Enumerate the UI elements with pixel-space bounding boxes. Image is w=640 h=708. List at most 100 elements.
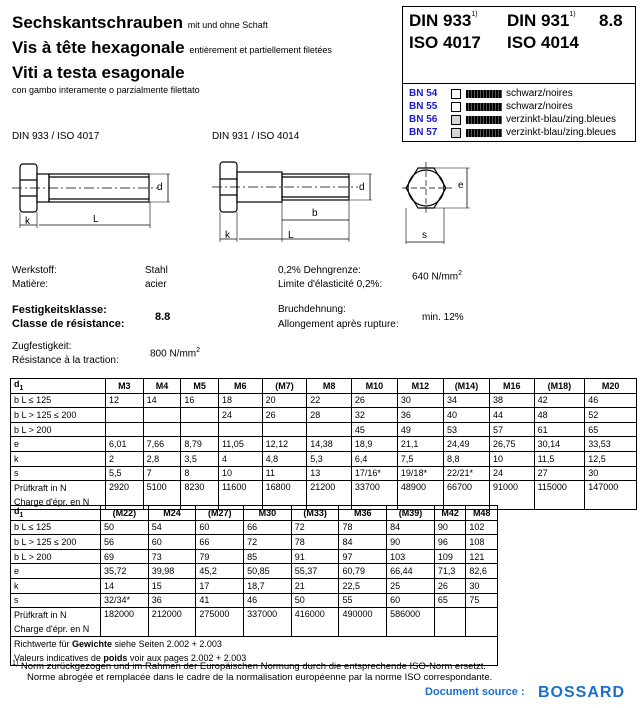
table-cell: 50,85 bbox=[243, 563, 292, 579]
table-header-row: d1 (M22) M24 (M27) M30 (M33) M36 (M39) M42 M48 bbox=[10, 505, 498, 521]
table-row: Prüfkraft in N Charge d'épr. en N 182000 21… bbox=[10, 607, 498, 638]
table-cell: 78 bbox=[290, 534, 340, 550]
din-931: DIN 9311) bbox=[507, 11, 576, 30]
bn-row: BN 56 verzinkt-blau/zing.bleues bbox=[409, 113, 616, 126]
table-cell: 19/18* bbox=[396, 465, 444, 482]
table-cell bbox=[217, 421, 263, 438]
elongation-label-de: Bruchdehnung: bbox=[278, 304, 346, 315]
table-cell: 24 bbox=[488, 465, 535, 482]
bn-finish: verzinkt-blau/zing.bleues bbox=[506, 127, 617, 138]
table-cell: 22 bbox=[306, 392, 352, 409]
bn-row: BN 55 schwarz/noires bbox=[409, 100, 573, 113]
table-cell: 32 bbox=[350, 407, 398, 423]
dimension-table-large: d1 (M22) M24 (M27) M30 (M33) M36 (M39) M42 M48 b L… bbox=[10, 505, 498, 667]
table-cell: 7,5 bbox=[396, 450, 444, 467]
table-cell: 10 bbox=[488, 450, 535, 467]
bn-row: BN 57 verzinkt-blau/zing.bleues bbox=[409, 126, 616, 139]
bn-code: BN 57 bbox=[409, 127, 438, 138]
table-cell: 26 bbox=[261, 407, 308, 423]
finish-swatch bbox=[451, 127, 461, 138]
table-cell: 38 bbox=[488, 392, 535, 409]
table-cell: 8,79 bbox=[180, 436, 219, 452]
table-cell: 60 bbox=[195, 519, 245, 536]
weight-note: Richtwerte für Gewichte siehe Seiten 2.0… bbox=[10, 636, 498, 667]
finish-swatch bbox=[451, 114, 461, 125]
table-cell: 4,8 bbox=[261, 450, 308, 467]
table-cell: 6,4 bbox=[350, 450, 398, 467]
note-row: Richtwerte für Gewichte siehe Seiten 2.0… bbox=[10, 636, 498, 667]
table-cell: 121 bbox=[465, 548, 498, 565]
table-cell: 60 bbox=[147, 534, 197, 550]
table-cell: 36 bbox=[396, 407, 444, 423]
strength-class-label-fr: Classe de résistance: bbox=[12, 318, 125, 330]
table-cell: 61 bbox=[533, 421, 586, 438]
row-label: b L > 200 bbox=[10, 421, 106, 438]
title-fr: Vis à tête hexagonale entièrement et par… bbox=[12, 38, 332, 57]
header-d1: d1 bbox=[10, 378, 106, 394]
table-cell: 90 bbox=[433, 519, 467, 536]
table-header-row: d1 M3 M4 M5 M6 (M7) M8 M10 M12 (M14) M16 (M18) M20 bbox=[10, 378, 637, 394]
bn-code: BN 56 bbox=[409, 114, 438, 125]
strength-class-value: 8.8 bbox=[155, 311, 171, 323]
table-cell: 97 bbox=[338, 548, 388, 565]
table-cell: 212000 bbox=[147, 607, 197, 638]
elongation-label-fr: Allongement après rupture: bbox=[278, 319, 399, 330]
header-size: (M39) bbox=[386, 505, 435, 521]
table-row: b L > 200 45 49 53 57 61 65 bbox=[10, 421, 637, 438]
table-cell bbox=[142, 421, 182, 438]
bolt-icon bbox=[466, 115, 502, 124]
table-cell: 102 bbox=[465, 519, 498, 536]
table-cell: 17 bbox=[195, 577, 245, 594]
table-cell: 14 bbox=[100, 577, 149, 594]
table-cell: 103 bbox=[386, 548, 435, 565]
table-cell: 42 bbox=[533, 392, 586, 409]
table-cell: 8,8 bbox=[442, 450, 490, 467]
header-size: (M18) bbox=[533, 378, 586, 394]
header-d1: d1 bbox=[10, 505, 101, 521]
drawing-title-left: DIN 933 / ISO 4017 bbox=[12, 131, 100, 142]
table-cell: 4 bbox=[217, 450, 263, 467]
yield-value: 640 N/mm2 bbox=[412, 270, 463, 283]
header-size: (M7) bbox=[261, 378, 308, 394]
table-cell: 14,38 bbox=[306, 436, 352, 452]
table-cell: 40 bbox=[442, 407, 490, 423]
row-label: b L > 200 bbox=[10, 548, 101, 565]
elongation-value: min. 12% bbox=[422, 312, 464, 323]
table-cell bbox=[142, 407, 182, 423]
dim-L: L bbox=[288, 230, 294, 241]
table-cell: 69 bbox=[100, 548, 149, 565]
footnote-de: 1) Norm zurückgezogen und im Rahmen der … bbox=[12, 660, 487, 673]
bolt-icon bbox=[466, 102, 502, 111]
table-cell: 7,66 bbox=[142, 436, 182, 452]
table-cell: 12,12 bbox=[261, 436, 308, 452]
finish-swatch bbox=[451, 88, 461, 99]
header-size: M30 bbox=[243, 505, 292, 521]
title-it: Viti a testa esagonale bbox=[12, 63, 185, 82]
dim-s: s bbox=[422, 230, 427, 241]
table-cell: 50 bbox=[100, 519, 149, 536]
table-cell: 11 bbox=[261, 465, 308, 482]
table-row: b L ≤ 125 50 54 60 66 72 78 84 90 102 bbox=[10, 519, 498, 536]
header-size: M36 bbox=[338, 505, 388, 521]
header-size: (M14) bbox=[442, 378, 490, 394]
table-cell: 18,9 bbox=[350, 436, 398, 452]
tensile-label-fr: Résistance à la traction: bbox=[12, 355, 119, 366]
table-cell: 46 bbox=[243, 592, 292, 609]
table-cell: 13 bbox=[306, 465, 352, 482]
din-933: DIN 9331) bbox=[409, 11, 478, 30]
table-cell: 44 bbox=[488, 407, 535, 423]
table-cell: 60 bbox=[386, 592, 435, 609]
table-cell: 3,5 bbox=[180, 450, 219, 467]
table-cell: 66,44 bbox=[386, 563, 435, 579]
table-cell: 275000 bbox=[195, 607, 245, 638]
drawing-title-right: DIN 931 / ISO 4014 bbox=[212, 131, 300, 142]
table-cell: 82,6 bbox=[465, 563, 498, 579]
table-cell: 416000 bbox=[290, 607, 340, 638]
document-source: Document source : bbox=[425, 686, 525, 698]
table-cell bbox=[105, 421, 144, 438]
table-cell: 2 bbox=[105, 450, 144, 467]
bn-finish: verzinkt-blau/zing.bleues bbox=[506, 114, 617, 125]
row-label: k bbox=[10, 450, 106, 467]
table-cell bbox=[180, 407, 219, 423]
table-cell: 11,5 bbox=[533, 450, 586, 467]
